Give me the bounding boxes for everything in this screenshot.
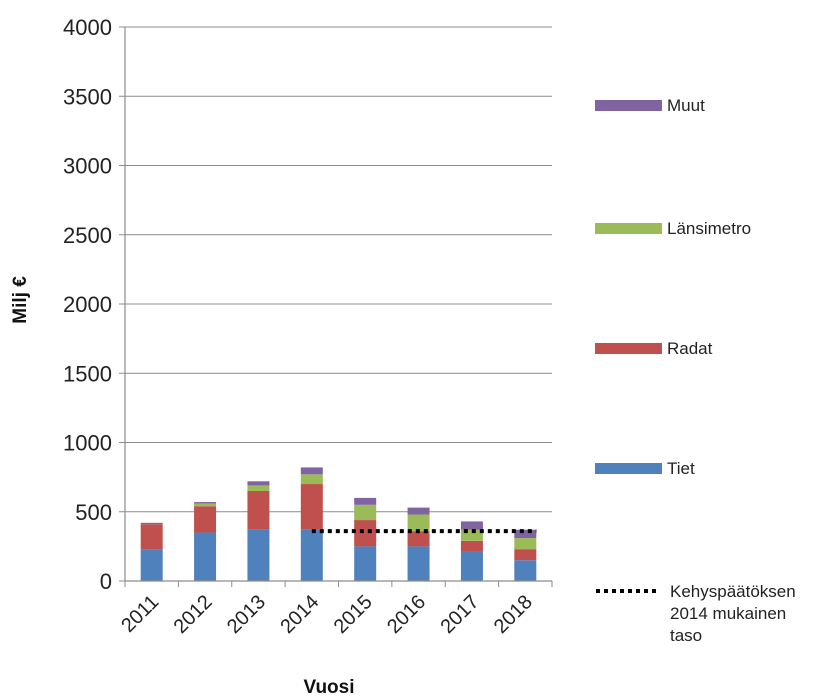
legend: Muut Länsimetro Radat Tiet Kehyspäätöksen 201… bbox=[595, 96, 796, 645]
x-tick-label: 2016 bbox=[383, 591, 430, 638]
x-tick-label: 2014 bbox=[276, 591, 323, 638]
axes bbox=[124, 27, 553, 587]
bar-segment-tiet bbox=[247, 529, 270, 581]
legend-label-radat: Radat bbox=[667, 339, 713, 358]
x-tick-label: 2015 bbox=[330, 591, 377, 638]
x-tick-label: 2011 bbox=[117, 591, 163, 637]
bar-segment-radat bbox=[407, 531, 430, 547]
bar-segment-radat bbox=[354, 520, 377, 547]
bar-segment-muut bbox=[514, 529, 537, 539]
bar-segment-tiet bbox=[460, 551, 483, 581]
bar-segment-tiet bbox=[407, 546, 430, 581]
legend-swatch-tiet bbox=[595, 463, 662, 474]
legend-label-tiet: Tiet bbox=[667, 459, 695, 478]
bar-segment-radat bbox=[460, 540, 483, 552]
bar-segment-muut bbox=[140, 522, 163, 525]
y-tick-labels: 0 500 1000 1500 2000 2500 3000 3500 4000 bbox=[63, 15, 112, 594]
bar-segment-muut bbox=[300, 467, 323, 475]
bar-segment-tiet bbox=[140, 549, 163, 581]
y-tick-label: 500 bbox=[75, 500, 112, 525]
bar-segment-tiet bbox=[300, 529, 323, 581]
bar-segment-muut bbox=[460, 521, 483, 530]
bar-segment-radat bbox=[247, 490, 270, 530]
x-tick-labels: 2011 2012 2013 2014 2015 2016 2017 2018 bbox=[117, 591, 537, 638]
bar-segment-l-nsimetro bbox=[300, 474, 323, 485]
y-tick-label: 1000 bbox=[63, 431, 112, 456]
gridlines bbox=[119, 26, 552, 582]
bar-segment-muut bbox=[354, 497, 377, 505]
y-tick-label: 4000 bbox=[63, 15, 112, 40]
bar-segment-l-nsimetro bbox=[247, 485, 270, 491]
x-axis-title: Vuosi bbox=[303, 677, 354, 698]
y-tick-label: 3500 bbox=[63, 84, 112, 109]
legend-swatch-l-nsimetro bbox=[595, 223, 662, 234]
bar-segment-radat bbox=[194, 506, 217, 533]
bar-segment-radat bbox=[514, 549, 537, 561]
bar-segment-l-nsimetro bbox=[354, 504, 377, 521]
x-tick-label: 2013 bbox=[223, 591, 270, 638]
bar-segment-muut bbox=[194, 502, 217, 504]
bar-segment-l-nsimetro bbox=[460, 529, 483, 541]
legend-swatch-muut bbox=[595, 100, 662, 111]
legend-label-reference-line: Kehyspäätöksen bbox=[670, 582, 796, 601]
bar-segment-tiet bbox=[354, 546, 377, 581]
x-tick-label: 2012 bbox=[170, 591, 217, 638]
bar-segment-radat bbox=[300, 484, 323, 530]
bar-segment-radat bbox=[140, 524, 163, 550]
bar-segment-muut bbox=[247, 481, 270, 486]
legend-label-reference-line: taso bbox=[670, 626, 702, 645]
y-axis-title: Milj € bbox=[10, 276, 31, 324]
bar-segment-l-nsimetro bbox=[407, 514, 430, 532]
bar-segment-l-nsimetro bbox=[194, 503, 217, 507]
y-tick-label: 1500 bbox=[63, 361, 112, 386]
bar-segment-tiet bbox=[514, 560, 537, 581]
y-tick-label: 2000 bbox=[63, 292, 112, 317]
bar-segment-l-nsimetro bbox=[514, 538, 537, 550]
y-tick-label: 0 bbox=[100, 569, 112, 594]
legend-swatch-radat bbox=[595, 343, 662, 354]
bar-segment-muut bbox=[407, 507, 430, 515]
bar-segment-tiet bbox=[194, 532, 217, 581]
x-tick-label: 2017 bbox=[436, 591, 483, 638]
legend-label-muut: Muut bbox=[667, 96, 705, 115]
y-tick-label: 3000 bbox=[63, 154, 112, 179]
bars bbox=[140, 467, 537, 581]
legend-label-l-nsimetro: Länsimetro bbox=[667, 219, 751, 238]
x-tick-label: 2018 bbox=[490, 591, 537, 638]
legend-label-reference-line: 2014 mukainen bbox=[670, 604, 786, 623]
y-tick-label: 2500 bbox=[63, 223, 112, 248]
